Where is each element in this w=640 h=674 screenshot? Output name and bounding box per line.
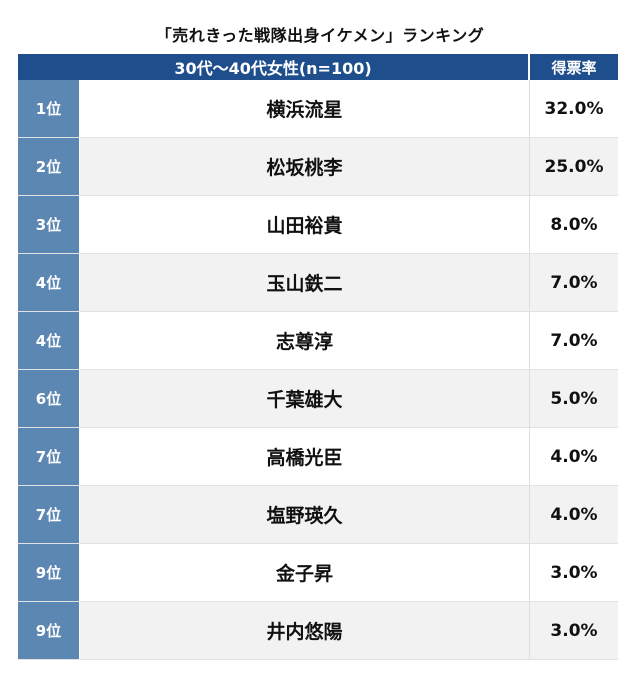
name-cell: 金子昇 — [80, 544, 530, 601]
rank-cell: 4位 — [18, 254, 80, 311]
table-row: 9位 井内悠陽 3.0% — [18, 602, 618, 660]
vote-rate-cell: 7.0% — [530, 312, 618, 369]
table-row: 3位 山田裕貴 8.0% — [18, 196, 618, 254]
name-cell: 玉山鉄二 — [80, 254, 530, 311]
table-row: 4位 志尊淳 7.0% — [18, 312, 618, 370]
vote-rate-cell: 25.0% — [530, 138, 618, 195]
vote-rate-cell: 8.0% — [530, 196, 618, 253]
header-rate-label: 得票率 — [530, 54, 618, 80]
table-body: 1位 横浜流星 32.0% 2位 松坂桃李 25.0% 3位 山田裕貴 8.0% 4位 玉山鉄二 7.… — [18, 80, 618, 660]
ranking-table: 30代〜40代女性(n=100) 得票率 1位 横浜流星 32.0% 2位 松坂桃李 25… — [18, 54, 618, 660]
rank-cell: 7位 — [18, 486, 80, 543]
rank-cell: 9位 — [18, 602, 80, 659]
vote-rate-cell: 3.0% — [530, 544, 618, 601]
vote-rate-cell: 4.0% — [530, 486, 618, 543]
table-row: 7位 塩野瑛久 4.0% — [18, 486, 618, 544]
rank-cell: 2位 — [18, 138, 80, 195]
vote-rate-cell: 7.0% — [530, 254, 618, 311]
name-cell: 横浜流星 — [80, 80, 530, 137]
name-cell: 千葉雄大 — [80, 370, 530, 427]
rank-cell: 7位 — [18, 428, 80, 485]
name-cell: 高橋光臣 — [80, 428, 530, 485]
name-cell: 志尊淳 — [80, 312, 530, 369]
table-header: 30代〜40代女性(n=100) 得票率 — [18, 54, 618, 80]
chart-title: 「売れきった戦隊出身イケメン」ランキング — [155, 26, 485, 45]
rank-cell: 9位 — [18, 544, 80, 601]
table-row: 6位 千葉雄大 5.0% — [18, 370, 618, 428]
vote-rate-cell: 4.0% — [530, 428, 618, 485]
table-row: 9位 金子昇 3.0% — [18, 544, 618, 602]
table-row: 1位 横浜流星 32.0% — [18, 80, 618, 138]
rank-cell: 6位 — [18, 370, 80, 427]
vote-rate-cell: 5.0% — [530, 370, 618, 427]
header-group-label: 30代〜40代女性(n=100) — [18, 54, 530, 80]
name-cell: 井内悠陽 — [80, 602, 530, 659]
rank-cell: 4位 — [18, 312, 80, 369]
name-cell: 山田裕貴 — [80, 196, 530, 253]
rank-cell: 1位 — [18, 80, 80, 137]
vote-rate-cell: 3.0% — [530, 602, 618, 659]
name-cell: 松坂桃李 — [80, 138, 530, 195]
table-row: 4位 玉山鉄二 7.0% — [18, 254, 618, 312]
vote-rate-cell: 32.0% — [530, 80, 618, 137]
table-row: 2位 松坂桃李 25.0% — [18, 138, 618, 196]
name-cell: 塩野瑛久 — [80, 486, 530, 543]
table-row: 7位 高橋光臣 4.0% — [18, 428, 618, 486]
rank-cell: 3位 — [18, 196, 80, 253]
